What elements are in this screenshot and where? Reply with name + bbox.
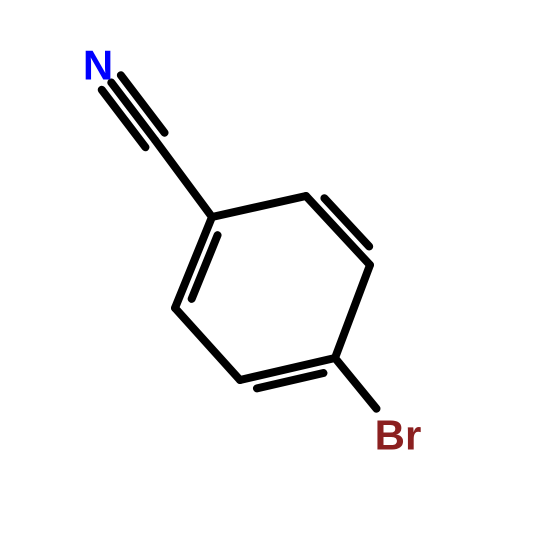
bond bbox=[335, 265, 370, 358]
molecule-diagram: N Br bbox=[0, 0, 533, 533]
bond bbox=[335, 358, 376, 409]
atom-label-br: Br bbox=[375, 412, 422, 459]
bond bbox=[155, 140, 212, 217]
bond bbox=[212, 196, 306, 217]
bond bbox=[175, 308, 240, 380]
bond bbox=[306, 196, 370, 265]
atom-label-n: N bbox=[83, 42, 113, 89]
